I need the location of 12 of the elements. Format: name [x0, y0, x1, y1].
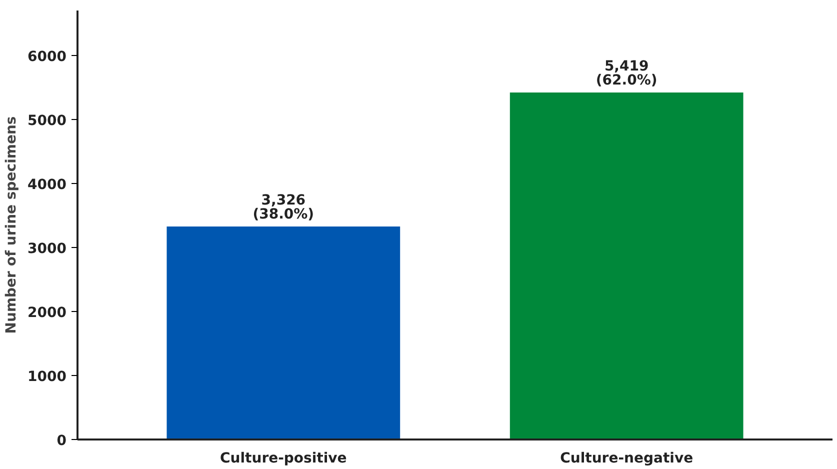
y-tick-label: 3000	[28, 240, 67, 257]
y-tick-label: 5000	[28, 112, 67, 129]
y-tick-label: 4000	[28, 176, 67, 193]
x-tick-label: Culture-negative	[560, 450, 694, 466]
y-tick-label: 2000	[28, 304, 67, 321]
y-tick-label: 1000	[28, 368, 67, 385]
x-tick-label: Culture-positive	[220, 450, 347, 466]
y-tick-label: 6000	[28, 48, 67, 65]
text: 3,326 (38.0%)	[252, 192, 314, 223]
y-tick-label: 0	[56, 433, 67, 449]
text: 5,419 (62.0%)	[596, 58, 658, 89]
y-axis-title: Number of urine specimens	[4, 116, 20, 334]
